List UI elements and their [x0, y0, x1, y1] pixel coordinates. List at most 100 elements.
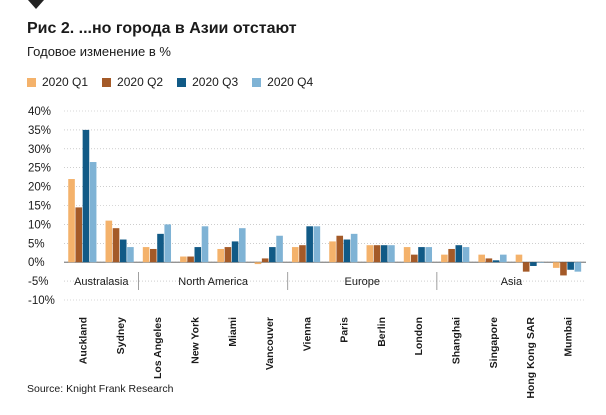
y-tick-label: 30% — [28, 144, 51, 156]
legend-label-q4: 2020 Q4 — [267, 75, 314, 89]
bar — [499, 254, 507, 263]
legend-label-q3: 2020 Q3 — [192, 75, 239, 89]
bar — [455, 245, 463, 263]
category-label: Paris — [339, 317, 351, 343]
legend-swatch-q4 — [252, 77, 262, 87]
bar — [350, 233, 358, 263]
bar — [530, 262, 537, 266]
bar — [448, 248, 455, 263]
bar — [515, 254, 523, 263]
bar — [522, 262, 530, 272]
bar — [366, 245, 374, 263]
category-label: London — [413, 317, 425, 355]
y-tick-label: 40% — [28, 106, 51, 118]
group-label: Europe — [345, 276, 380, 288]
bar — [373, 245, 381, 263]
category-label: Hong Kong SAR — [525, 317, 537, 399]
bar — [336, 235, 344, 263]
bar — [187, 256, 194, 263]
bar — [261, 258, 269, 263]
category-label: Mumbai — [562, 317, 574, 357]
bar — [157, 233, 164, 263]
bar — [313, 226, 321, 263]
group-label: Australasia — [74, 276, 129, 288]
bar — [478, 254, 485, 263]
bar — [112, 228, 120, 263]
y-tick-label: 35% — [28, 125, 51, 137]
category-label: Shanghai — [451, 317, 463, 364]
bar — [492, 260, 500, 263]
bar — [380, 245, 388, 263]
category-label: Singapore — [488, 317, 500, 369]
bar — [68, 179, 75, 263]
bar — [254, 262, 262, 265]
legend: 2020 Q1 2020 Q2 2020 Q3 2020 Q4 — [27, 75, 313, 89]
bar — [560, 262, 567, 276]
category-label: Auckland — [78, 317, 90, 364]
bar — [105, 220, 113, 263]
category-label: Los Angeles — [152, 317, 164, 379]
legend-label-q2: 2020 Q2 — [117, 75, 164, 89]
bar — [75, 207, 83, 263]
group-label: Asia — [501, 276, 523, 288]
bar — [418, 247, 425, 263]
bar — [574, 262, 582, 272]
bar — [194, 247, 202, 263]
category-label: New York — [190, 317, 202, 364]
y-tick-label: 25% — [28, 163, 51, 175]
category-label: Miami — [227, 317, 239, 347]
source-note: Source: Knight Frank Research — [27, 383, 174, 395]
bar — [164, 224, 172, 263]
legend-item-q2: 2020 Q2 — [102, 75, 163, 89]
bar — [127, 247, 134, 263]
legend-swatch-q1 — [27, 77, 36, 87]
legend-label-q1: 2020 Q1 — [42, 75, 89, 89]
bar — [567, 262, 574, 270]
y-tick-label: 10% — [28, 219, 51, 231]
bar — [485, 258, 493, 263]
bar — [150, 248, 157, 263]
bar — [89, 162, 97, 263]
bar — [329, 241, 336, 263]
group-label: North America — [178, 276, 249, 288]
y-tick-label: 5% — [28, 238, 45, 250]
y-tick-label: -10% — [28, 295, 55, 307]
category-label: Berlin — [376, 317, 388, 347]
bar — [238, 228, 246, 263]
bar — [142, 247, 150, 263]
corner-marker — [28, 0, 44, 9]
y-tick-label: -5% — [28, 276, 48, 288]
bar — [276, 235, 283, 263]
bar — [217, 248, 224, 263]
y-tick-label: 15% — [28, 201, 51, 213]
bar — [306, 226, 313, 263]
bar — [224, 247, 232, 263]
bar — [291, 247, 299, 263]
bar — [119, 239, 127, 263]
category-label: Sydney — [115, 317, 127, 355]
legend-item-q4: 2020 Q4 — [252, 75, 313, 89]
legend-item-q3: 2020 Q3 — [177, 75, 238, 89]
legend-swatch-q3 — [177, 77, 187, 87]
chart-subtitle: Годовое изменение в % — [27, 44, 171, 59]
legend-item-q1: 2020 Q1 — [27, 75, 88, 89]
bar — [299, 245, 306, 263]
category-label: Vienna — [301, 317, 313, 351]
bar — [231, 241, 239, 263]
chart-title: Рис 2. ...но города в Азии отстают — [27, 20, 297, 37]
bar — [269, 247, 276, 263]
bar — [425, 247, 433, 263]
bar — [82, 129, 90, 263]
legend-swatch-q2 — [102, 77, 112, 87]
bar — [201, 226, 209, 263]
bar — [411, 254, 418, 263]
bar — [537, 262, 544, 263]
bar — [441, 254, 448, 263]
bar — [180, 256, 187, 263]
category-label: Vancouver — [264, 317, 276, 370]
y-tick-label: 0% — [28, 257, 45, 269]
bar — [552, 262, 560, 268]
y-tick-label: 20% — [28, 182, 51, 194]
bar — [462, 247, 470, 263]
